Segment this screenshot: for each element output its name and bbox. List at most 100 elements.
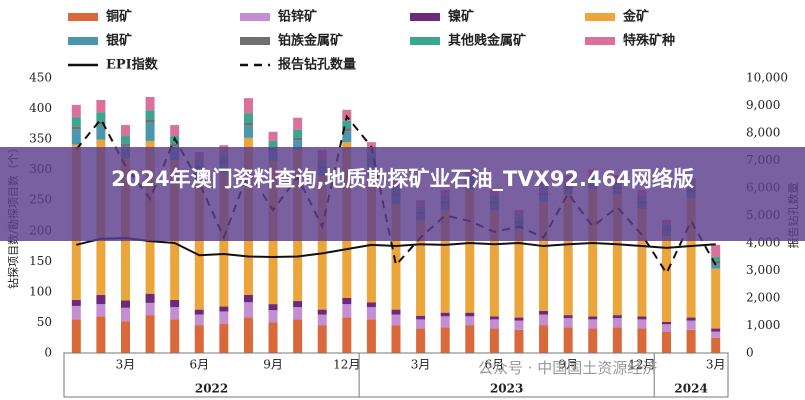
bar-segment (342, 304, 352, 318)
legend-label: 报告钻孔数量 (278, 57, 356, 73)
bar-segment (243, 294, 253, 303)
bar-segment (243, 98, 253, 114)
y-tick-label: 400 (29, 101, 52, 115)
bar-segment (711, 331, 721, 338)
x-group-label: 2024 (674, 382, 707, 396)
bar-segment (96, 121, 106, 125)
bar-segment (612, 318, 622, 328)
legend-label: 铅锌矿 (278, 9, 317, 25)
bar-segment (71, 305, 81, 320)
bar-segment (465, 189, 475, 313)
bar-segment (588, 328, 598, 353)
x-tick-label: 9月 (263, 358, 283, 372)
bar-segment (637, 319, 647, 329)
watermark: 公众号 · 中国国土资源经济 (478, 359, 658, 377)
bar-segment (514, 317, 524, 321)
bar-segment (71, 117, 81, 127)
bar-segment (539, 314, 549, 326)
y2-tick-label: 8,000 (746, 126, 780, 140)
bar-segment (120, 125, 130, 137)
bar-segment (588, 319, 598, 329)
bar-segment (539, 310, 549, 315)
bar-segment (96, 316, 106, 353)
bar-segment (416, 315, 426, 320)
bar-segment (293, 307, 303, 320)
bar-segment (293, 117, 303, 130)
bar-segment (686, 320, 696, 330)
x-tick-label: 6月 (485, 358, 505, 372)
bar-segment (243, 302, 253, 318)
y-tick-label: 450 (29, 71, 52, 85)
x-group-label: 2022 (195, 382, 228, 396)
bar-segment (243, 122, 253, 126)
bar-segment (219, 323, 229, 353)
x-tick-label: 3月 (706, 358, 726, 372)
y-tick-label: 0 (44, 346, 52, 360)
bar-segment (416, 328, 426, 353)
bar-segment (637, 208, 647, 317)
y2-tick-label: 9,000 (746, 98, 780, 112)
bar-segment (170, 143, 180, 147)
bar-segment (120, 321, 130, 353)
bar-segment (440, 316, 450, 328)
legend-swatch (410, 13, 440, 21)
x-axis-frame (63, 352, 729, 398)
bar-segment (440, 312, 450, 317)
bar-segment (317, 325, 327, 353)
bar-segment (563, 194, 573, 316)
bar-segment (268, 304, 278, 311)
x-tick-label: 12月 (628, 358, 655, 372)
banner-title: 2024年澳门资料查询,地质勘探矿业石油_TVX92.464网络版 (0, 147, 805, 241)
bar-segment (612, 327, 622, 353)
bar-segment (145, 293, 155, 303)
bar-segment (96, 304, 106, 317)
legend-label: 镍矿 (448, 9, 474, 25)
bar-segment (514, 320, 524, 330)
bar-segment (711, 268, 721, 329)
bar-segment (440, 327, 450, 353)
bar-segment (711, 337, 721, 353)
bar-segment (317, 175, 327, 310)
bar-segment (539, 201, 549, 311)
bar-segment (489, 210, 499, 317)
bar-segment (293, 140, 303, 150)
bar-segment (588, 316, 598, 320)
legend-label: 其他贱金属矿 (448, 33, 526, 49)
bar-segment (440, 210, 450, 313)
bar-segment (120, 143, 130, 147)
bar-segment (662, 236, 672, 322)
y2-tick-label: 10,000 (746, 71, 788, 85)
bar-segment (243, 317, 253, 353)
legend-label: 铜矿 (105, 9, 132, 25)
bar-segment (120, 300, 130, 308)
bar-segment (293, 301, 303, 308)
bar-segment (268, 140, 278, 149)
bar-segment (145, 96, 155, 111)
bar-segment (342, 131, 352, 143)
bar-segment (465, 325, 475, 353)
y-tick-label: 100 (29, 284, 52, 298)
bar-segment (563, 315, 573, 319)
bar-segment (637, 328, 647, 353)
bar-segment (96, 294, 106, 305)
x-tick-label: 6月 (189, 358, 209, 372)
bar-segment (686, 198, 696, 318)
x-group-label: 2023 (490, 382, 523, 396)
bar-segment (145, 122, 155, 141)
bar-segment (243, 113, 253, 123)
legend-swatch (240, 13, 270, 21)
line-series (76, 237, 716, 259)
bar-segment (96, 112, 106, 122)
x-tick-label: 3月 (411, 358, 431, 372)
bar-segment (145, 119, 155, 123)
legend-swatch (410, 37, 440, 45)
bar-segment (711, 257, 721, 261)
legend-label: 特殊矿种 (623, 33, 675, 49)
y2-tick-label: 2,000 (746, 291, 780, 305)
bar-segment (662, 331, 672, 353)
y2-tick-label: 0 (746, 346, 754, 360)
bar-segment (465, 316, 475, 326)
x-tick-label: 9月 (558, 358, 578, 372)
legend-label: 金矿 (622, 9, 649, 25)
